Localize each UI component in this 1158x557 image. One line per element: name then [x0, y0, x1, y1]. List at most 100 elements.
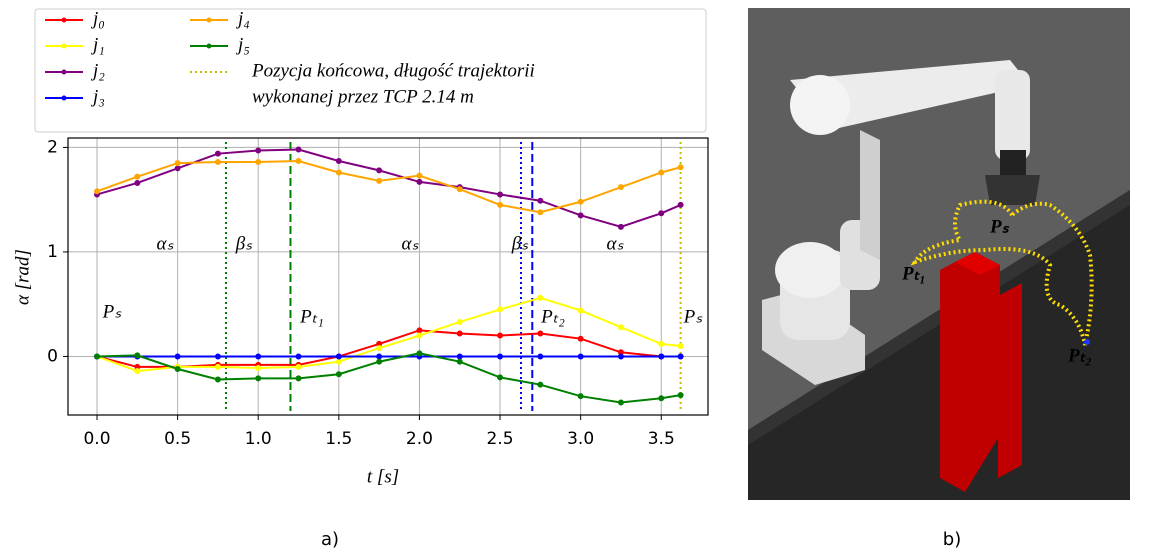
robot-upper-arm — [790, 60, 1030, 130]
data-point — [94, 188, 101, 195]
data-point — [577, 353, 584, 360]
data-point — [577, 212, 584, 219]
annotation: βₛ — [235, 233, 253, 254]
data-point — [537, 197, 544, 204]
robot-forearm — [995, 70, 1030, 160]
x-axis-label: t [s] — [367, 466, 399, 487]
data-point — [335, 353, 342, 360]
data-point — [295, 353, 302, 360]
data-point — [376, 167, 383, 174]
data-point — [255, 353, 262, 360]
data-point — [456, 318, 463, 325]
legend-label: j₁ — [90, 34, 105, 55]
legend-frame — [34, 8, 707, 133]
data-point — [295, 146, 302, 153]
annotation: Pₛ — [102, 301, 123, 322]
data-point — [376, 177, 383, 184]
x-tick-label: 1.5 — [325, 429, 352, 449]
y-tick-label: 2 — [47, 137, 58, 157]
data-point — [677, 201, 684, 208]
x-tick-label: 2.0 — [406, 429, 433, 449]
y-tick-label: 1 — [47, 242, 58, 262]
data-point — [617, 184, 624, 191]
data-point — [658, 169, 665, 176]
data-point — [677, 164, 684, 171]
data-point — [335, 371, 342, 378]
data-point — [134, 173, 141, 180]
data-point — [174, 165, 181, 172]
legend-marker — [61, 17, 67, 23]
annotation: Pₜ₁ — [299, 306, 324, 327]
scene-label: Pₛ — [989, 216, 1010, 237]
y-tick-label: 0 — [47, 346, 58, 366]
legend-marker — [61, 95, 67, 101]
x-tick-label: 0.0 — [83, 429, 110, 449]
legend-label: j₃ — [90, 86, 105, 107]
data-point — [255, 375, 262, 382]
x-tick-label: 3.5 — [648, 429, 675, 449]
data-point — [497, 306, 504, 313]
obstacle — [940, 252, 1022, 492]
data-point — [617, 399, 624, 406]
data-point — [134, 368, 141, 375]
data-point — [174, 353, 181, 360]
data-point — [456, 358, 463, 365]
data-point — [214, 150, 221, 157]
data-point — [497, 191, 504, 198]
data-point — [376, 353, 383, 360]
annotation: αₛ — [401, 233, 419, 254]
data-point — [537, 294, 544, 301]
data-point — [577, 307, 584, 314]
annotation: Pₜ₂ — [540, 306, 565, 327]
legend-label: j₀ — [90, 8, 105, 29]
data-point — [577, 393, 584, 400]
robot-elbow — [790, 75, 850, 135]
data-point — [677, 353, 684, 360]
tcp-trajectory — [910, 199, 1094, 346]
plot: 0.0 0.5 1.0 1.5 2.0 2.5 3.0 3.5 0 1 2 αₛ βₛ αₛ βₛ αₛ Pₛ P… — [47, 137, 708, 449]
x-tick-label: 1.0 — [245, 429, 272, 449]
x-tick-label: 3.0 — [567, 429, 594, 449]
data-point — [376, 345, 383, 352]
data-point — [255, 159, 262, 166]
data-point — [677, 392, 684, 399]
data-point — [174, 160, 181, 167]
data-point — [497, 201, 504, 208]
data-point — [335, 169, 342, 176]
data-point — [456, 186, 463, 193]
data-point — [456, 353, 463, 360]
data-point — [214, 363, 221, 370]
data-point — [214, 376, 221, 383]
data-point — [497, 374, 504, 381]
data-point — [174, 366, 181, 373]
data-point — [577, 198, 584, 205]
data-point — [214, 353, 221, 360]
data-point — [497, 332, 504, 339]
data-point — [255, 364, 262, 371]
data-point — [335, 157, 342, 164]
data-point — [376, 358, 383, 365]
x-tick-label: 0.5 — [164, 429, 191, 449]
data-point — [537, 330, 544, 337]
caption: b) — [943, 529, 961, 550]
data-point — [658, 395, 665, 402]
data-point — [617, 353, 624, 360]
legend-label: Pozycja końcowa, długość trajektorii — [251, 60, 535, 81]
x-tick-label: 2.5 — [487, 429, 514, 449]
legend-label: j₄ — [235, 8, 250, 29]
axes-frame — [67, 137, 709, 416]
robot-column — [860, 130, 880, 260]
legend-marker — [206, 43, 212, 49]
data-point — [255, 147, 262, 154]
data-point — [416, 332, 423, 339]
data-point — [537, 209, 544, 216]
series-line — [96, 352, 681, 404]
legend-label: j₂ — [90, 60, 105, 81]
gripper-mount — [1000, 150, 1026, 175]
annotation: βₛ — [511, 233, 529, 254]
data-point — [416, 178, 423, 185]
y-axis-label: α [rad] — [12, 249, 33, 305]
obstacle-top — [955, 252, 1000, 275]
data-point — [134, 179, 141, 186]
